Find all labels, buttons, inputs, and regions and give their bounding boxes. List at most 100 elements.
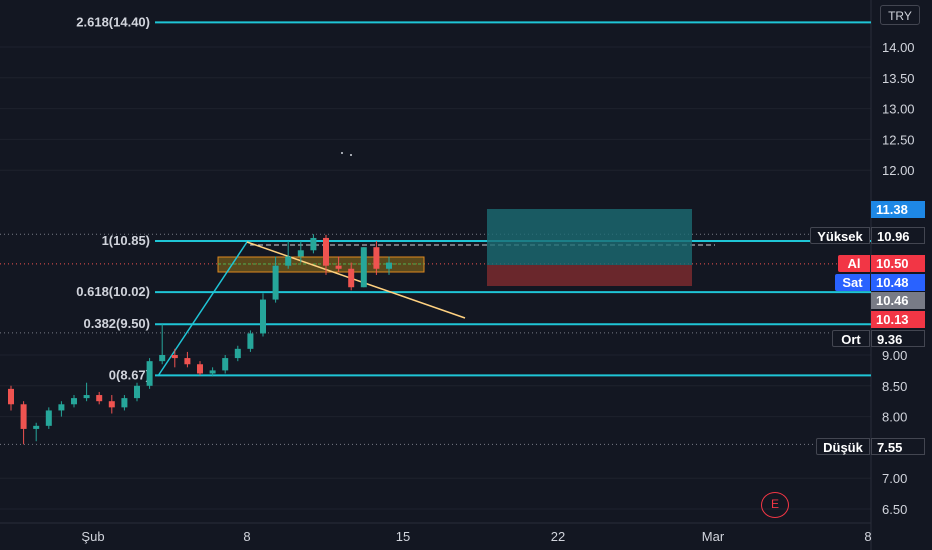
chart-dot: [350, 154, 352, 156]
last-price-tag: 10.46: [871, 292, 925, 309]
candle-body: [222, 358, 229, 371]
candle-body: [83, 395, 90, 399]
candle: [184, 351, 191, 368]
candle: [197, 361, 203, 376]
earnings-marker[interactable]: E: [761, 492, 789, 518]
time-tick-label: 8: [864, 529, 871, 544]
candle-body: [171, 355, 178, 359]
average-price-value: 9.36: [877, 332, 903, 347]
fib-label: 0.382(9.50): [84, 316, 151, 331]
candle: [58, 401, 65, 417]
candle-body: [335, 265, 342, 269]
fib-levels: 2.618(14.40) 1(10.85) 0.618(10.02) 0.382(9.…: [76, 14, 871, 382]
price-tick-label: 13.50: [882, 71, 915, 86]
price-tick-label: 14.00: [882, 40, 915, 55]
candle: [323, 234, 329, 275]
time-tick-label: 15: [396, 529, 410, 544]
high-label: Yüksek: [817, 229, 863, 244]
candle-body: [260, 299, 266, 334]
candle: [297, 241, 304, 263]
fib-label: 0.618(10.02): [76, 284, 150, 299]
candle: [272, 256, 279, 303]
price-tick-label: 12.00: [882, 163, 915, 178]
bid-label-tag[interactable]: Sat: [835, 274, 870, 291]
candle-body: [8, 388, 14, 405]
candle: [134, 382, 140, 402]
candle-body: [323, 237, 329, 266]
position-loss-zone: [487, 265, 692, 286]
time-axis: Şub 8 15 22 Mar 8: [81, 529, 871, 544]
bid-label: Sat: [842, 275, 863, 290]
candle: [45, 407, 52, 429]
price-tick-label: 12.50: [882, 132, 915, 147]
candle-body: [134, 385, 140, 399]
time-tick-label: Mar: [702, 529, 725, 544]
candle: [108, 395, 115, 414]
candle: [386, 256, 392, 275]
candle: [121, 395, 128, 411]
candle: [234, 345, 241, 362]
time-tick-label: Şub: [81, 529, 104, 544]
candle: [71, 395, 77, 408]
candle: [310, 234, 317, 254]
time-tick-label: 8: [243, 529, 250, 544]
bid-price-value: 10.48: [876, 275, 909, 290]
candle: [285, 241, 292, 269]
ask-label-tag[interactable]: Al: [838, 255, 870, 272]
candle-body: [96, 395, 103, 402]
target-price-value: 11.38: [876, 202, 908, 217]
average-label-tag: Ort: [832, 330, 870, 347]
candle-body: [45, 410, 52, 426]
candle: [209, 367, 216, 377]
drawings: [0, 152, 871, 445]
candle-body: [360, 247, 367, 288]
candle: [83, 382, 90, 402]
candle-body: [121, 398, 128, 408]
candle-body: [209, 370, 216, 374]
candle: [96, 391, 103, 405]
candle-body: [348, 268, 355, 288]
chart-dot: [341, 152, 343, 154]
candle-body: [310, 237, 317, 251]
candle-body: [285, 256, 292, 266]
price-tick-label: 8.00: [882, 410, 907, 425]
candle: [20, 401, 27, 445]
candle: [159, 324, 166, 365]
ask-price-value: 10.50: [876, 256, 909, 271]
candle-body: [234, 348, 241, 359]
candle: [146, 358, 153, 389]
low-price-value: 7.55: [877, 440, 903, 455]
high-price-value: 10.96: [877, 229, 910, 244]
price-tick-label: 13.00: [882, 102, 915, 117]
price-tick-label: 7.00: [882, 471, 907, 486]
price-axis: 14.00 13.50 13.00 12.50 12.00 9.00 8.50 8.00 7.0…: [882, 40, 915, 517]
candle: [348, 262, 355, 291]
bid-price-tag[interactable]: 10.48: [871, 274, 925, 291]
currency-button[interactable]: TRY: [880, 5, 920, 25]
average-label: Ort: [841, 332, 861, 347]
candle: [360, 247, 367, 288]
candle: [222, 355, 229, 374]
low-label-tag: Düşük: [816, 438, 870, 455]
candle-body: [247, 333, 254, 349]
candle-body: [33, 425, 40, 429]
candle-body: [297, 250, 304, 257]
candle-body: [71, 398, 77, 405]
fib-trend-line: [157, 241, 248, 377]
high-price-tag: 10.96: [871, 227, 925, 244]
candle-body: [146, 361, 153, 386]
price-tick-label: 9.00: [882, 348, 907, 363]
candle: [335, 256, 342, 272]
fib-label: 2.618(14.40): [76, 14, 150, 29]
candle-body: [197, 364, 203, 374]
grid: [0, 0, 872, 550]
ask-price-tag[interactable]: 10.50: [871, 255, 925, 272]
ask-label: Al: [847, 256, 861, 271]
candle: [171, 348, 178, 368]
candle-body: [373, 247, 380, 269]
average-price-tag: 9.36: [871, 330, 925, 347]
candle: [8, 385, 14, 411]
target-price-tag: 11.38: [871, 201, 925, 218]
candle-body: [58, 404, 65, 411]
